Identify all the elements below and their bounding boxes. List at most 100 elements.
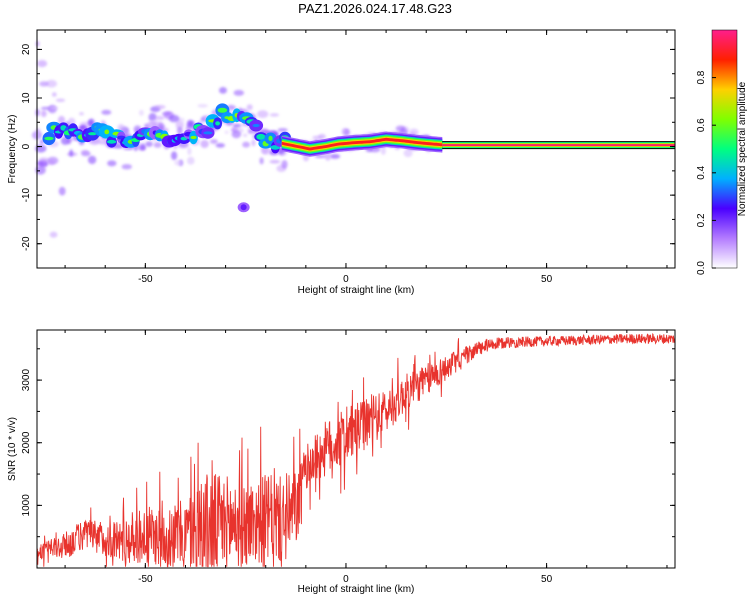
spectrogram-cell — [341, 128, 349, 136]
spectrogram-cell — [187, 120, 195, 126]
spectrogram-cell — [197, 104, 208, 108]
spectrogram-cell — [51, 92, 57, 97]
spectrogram-cell — [171, 151, 178, 161]
spectrogram-cell — [140, 143, 146, 151]
colorbar-label: Normalized spectral amplitude — [737, 81, 748, 216]
colorbar: 0.0 0.2 0.4 0.6 0.8 Normalized spectral ampl… — [696, 29, 748, 275]
spectrogram-x-label: Height of straight line (km) — [298, 285, 415, 296]
spectrogram-cell — [148, 113, 157, 122]
y-tick-label: 10 — [21, 92, 32, 104]
y-tick-label: -20 — [21, 236, 32, 251]
spectrogram-cell — [168, 114, 180, 123]
colorbar-gradient — [711, 29, 738, 269]
spectrogram-cell — [395, 125, 406, 132]
colorbar-tick-label: 0.2 — [696, 213, 707, 227]
snr-series-line — [36, 332, 676, 568]
colorbar-tick-label: 0.6 — [696, 118, 707, 132]
spectrogram-outlier-core — [240, 204, 247, 211]
spectrogram-cell — [403, 149, 413, 158]
spectrogram-cell — [79, 125, 86, 130]
spectrogram-cell — [176, 126, 183, 135]
frequency-track-band — [281, 131, 675, 157]
chart-title: PAZ1.2026.024.17.48.G23 — [298, 1, 452, 16]
snr-y-label: SNR (10 * v/v) — [7, 417, 18, 481]
spectrogram-cell — [40, 106, 50, 110]
spectrogram-cell — [106, 139, 117, 144]
x-tick-label: -50 — [138, 274, 153, 285]
spectrogram-cell — [268, 135, 273, 142]
spectrogram-cell — [47, 159, 56, 165]
spectrogram-y-label: Frequency (Hz) — [7, 115, 18, 184]
frequency-track-tone — [442, 144, 675, 147]
y-tick-label: 1000 — [21, 494, 32, 517]
x-tick-label: 0 — [343, 274, 349, 285]
spectrogram-cell — [69, 149, 74, 157]
spectrogram-cell — [252, 123, 260, 128]
x-tick-label: 0 — [343, 574, 349, 585]
spectrogram-cell — [187, 156, 195, 165]
spectrogram-x-ticks: -50 0 50 — [64, 30, 668, 285]
spectrogram-cell — [107, 160, 117, 167]
spectrogram-cell — [233, 123, 242, 128]
y-tick-label: -10 — [21, 187, 32, 202]
y-tick-label: 2000 — [21, 431, 32, 454]
spectrogram-cell — [259, 157, 264, 165]
spectrogram-cell — [79, 112, 84, 116]
spectrogram-cell — [157, 121, 164, 128]
spectrogram-cell — [139, 109, 144, 116]
spectrogram-cell — [49, 106, 59, 110]
spectrogram-cell — [329, 154, 341, 159]
spectrogram-cell — [35, 109, 40, 117]
spectrogram-cell — [203, 131, 213, 135]
spectrogram-panel: -50 0 50 -20 -10 0 10 20 Height of straight li… — [7, 29, 676, 296]
spectrogram-cell — [39, 81, 49, 87]
spectrogram-cell — [40, 110, 47, 118]
spectrogram-cell — [121, 164, 132, 170]
spectrogram-frame — [36, 29, 676, 269]
spectrogram-cell — [380, 146, 386, 155]
spectrogram-cell — [55, 98, 66, 103]
snr-frame — [36, 329, 676, 569]
spectrogram-cell — [246, 104, 253, 111]
spectrogram-cell — [81, 150, 89, 154]
spectrogram-y-ticks: -20 -10 0 10 20 — [21, 43, 675, 269]
spectrogram-cell — [257, 110, 269, 118]
spectrogram-cell — [155, 115, 165, 121]
snr-panel: -50 0 50 1000 2000 3000 Height of straight l… — [7, 329, 676, 595]
colorbar-tick-label: 0.0 — [696, 261, 707, 275]
spectrogram-cell — [243, 133, 248, 138]
snr-y-ticks: 1000 2000 3000 — [21, 348, 675, 569]
colorbar-tick-label: 0.8 — [696, 70, 707, 84]
spectrogram-cell — [37, 161, 44, 166]
spectrogram-cell — [269, 113, 280, 117]
spectrogram-cell — [215, 143, 225, 148]
spectrogram-cell — [219, 87, 227, 94]
spectrogram-cell — [58, 186, 66, 196]
y-tick-label: 20 — [21, 43, 32, 55]
spectrogram-cell — [155, 105, 166, 109]
spectrogram-cell — [101, 109, 112, 115]
spectrogram-cell — [87, 155, 97, 165]
spectrogram-cell — [175, 120, 185, 130]
spectrogram-cell — [104, 129, 110, 135]
spectrogram-cell — [37, 60, 48, 68]
spectrogram-cell — [39, 157, 49, 163]
spectrogram-cell — [187, 147, 192, 156]
spectrogram-cell — [88, 132, 97, 136]
spectrogram-cell — [200, 140, 209, 148]
spectrogram-cell — [409, 128, 419, 136]
spectrogram-cell — [318, 133, 326, 140]
spectrogram-cell — [145, 141, 153, 147]
spectrogram-cell — [35, 41, 40, 47]
spectrogram-cell — [217, 107, 228, 113]
spectrogram-cell — [190, 135, 197, 140]
spectrogram-cell — [45, 79, 58, 88]
spectrogram-cell — [215, 121, 221, 126]
spectrogram-cell — [57, 115, 66, 125]
spectrogram-cell — [210, 139, 218, 144]
spectrogram-cell — [314, 155, 327, 159]
spectrogram-cell — [174, 160, 183, 166]
spectrogram-cell — [35, 165, 46, 175]
spectrogram-cell — [281, 160, 288, 169]
